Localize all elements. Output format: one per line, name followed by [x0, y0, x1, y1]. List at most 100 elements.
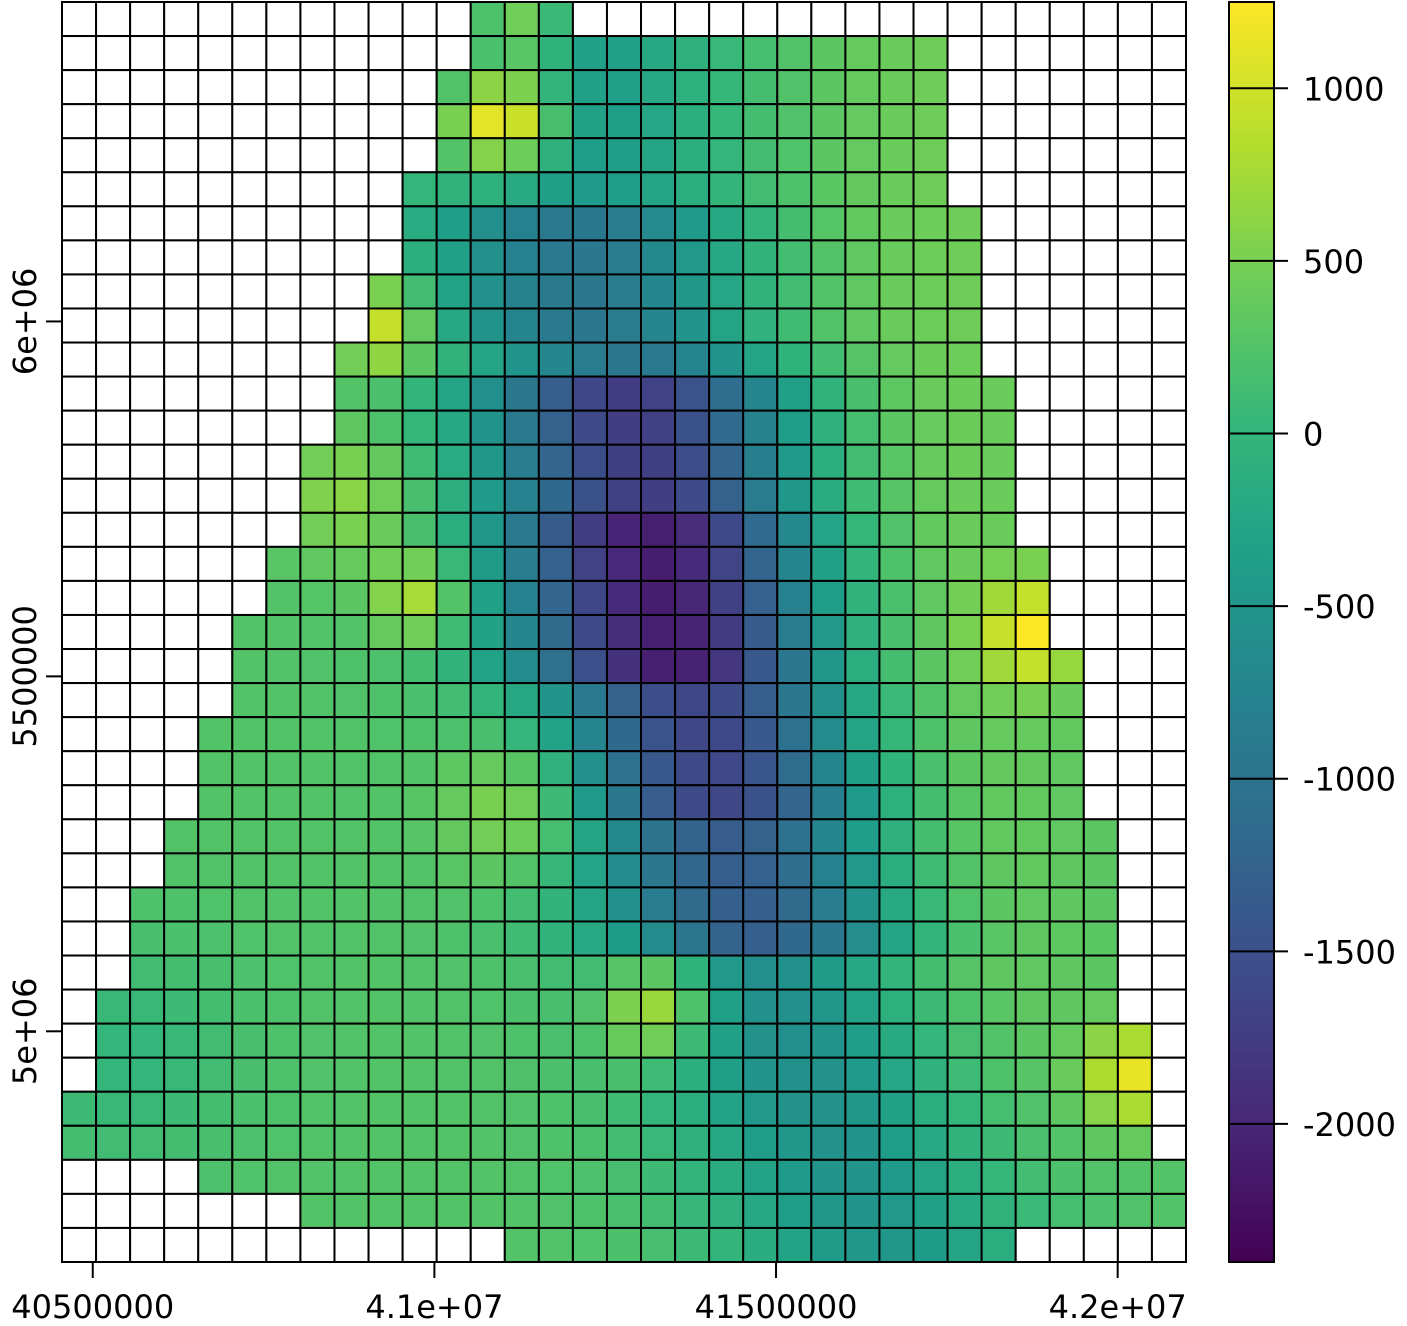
heatmap-cell [708, 239, 745, 276]
heatmap-cell [605, 682, 643, 719]
heatmap-cell [537, 886, 574, 923]
heatmap-cell [1014, 852, 1051, 889]
empty-cell [163, 511, 200, 548]
empty-cell [231, 171, 268, 208]
heatmap-cell [299, 954, 336, 991]
heatmap-cell [231, 954, 268, 991]
heatmap-cell [640, 103, 677, 140]
heatmap-cell [980, 477, 1017, 514]
empty-cell [1150, 137, 1187, 174]
heatmap-cell [674, 375, 711, 412]
heatmap-cell [742, 69, 779, 106]
empty-cell [129, 682, 166, 719]
empty-cell [95, 648, 132, 685]
heatmap-cell [980, 682, 1017, 719]
heatmap-cell [640, 35, 677, 72]
empty-cell [61, 171, 98, 208]
heatmap-cell [640, 852, 677, 889]
heatmap-cell [708, 103, 745, 140]
heatmap-cell [980, 409, 1017, 446]
heatmap-cell [435, 886, 472, 923]
heatmap-cell [333, 818, 370, 855]
empty-cell [61, 477, 98, 514]
empty-cell [1116, 920, 1153, 957]
heatmap-cell [776, 1124, 813, 1161]
empty-cell [1150, 171, 1187, 208]
empty-cell [1014, 1, 1051, 38]
heatmap-cell [333, 1056, 370, 1093]
empty-cell [435, 1, 472, 38]
heatmap-cell [844, 852, 881, 889]
empty-cell [163, 205, 200, 242]
heatmap-cell [980, 1022, 1017, 1059]
empty-cell [1048, 579, 1085, 616]
heatmap-cell [708, 954, 745, 991]
heatmap-cell [742, 750, 779, 787]
empty-cell [299, 409, 336, 446]
empty-cell [674, 1, 711, 38]
heatmap-cell [742, 1022, 779, 1059]
empty-cell [1150, 1056, 1187, 1093]
heatmap-cell [776, 920, 813, 957]
heatmap-cell [674, 1158, 711, 1195]
empty-cell [1014, 409, 1051, 446]
heatmap-cell [1048, 818, 1085, 855]
heatmap-cell [1082, 1124, 1119, 1161]
empty-cell [1082, 682, 1119, 719]
empty-cell [163, 716, 200, 753]
empty-cell [197, 648, 234, 685]
empty-cell [299, 171, 336, 208]
empty-cell [299, 239, 336, 276]
heatmap-cell [946, 648, 983, 685]
empty-cell [61, 818, 98, 855]
empty-cell [129, 511, 166, 548]
heatmap-cell [537, 750, 574, 787]
heatmap-cell [878, 103, 915, 140]
heatmap-cell [674, 205, 711, 242]
empty-cell [231, 1, 268, 38]
heatmap-cell [163, 988, 200, 1025]
heatmap-cell [946, 1022, 983, 1059]
heatmap-cell [810, 1226, 847, 1263]
heatmap-cell [1048, 1022, 1085, 1059]
empty-cell [265, 171, 302, 208]
empty-cell [95, 239, 132, 276]
empty-cell [197, 579, 234, 616]
empty-cell [1150, 1090, 1187, 1127]
heatmap-cell [605, 886, 643, 923]
empty-cell [61, 682, 98, 719]
heatmap-cell [435, 1090, 472, 1127]
empty-cell [1082, 511, 1119, 548]
heatmap-cell [333, 1022, 370, 1059]
heatmap-cell [742, 409, 779, 446]
empty-cell [1048, 375, 1085, 412]
empty-cell [333, 1226, 370, 1263]
heatmap-cell [537, 1, 574, 38]
heatmap-cell [980, 988, 1017, 1025]
heatmap-cell [810, 171, 847, 208]
heatmap-cell [946, 920, 983, 957]
heatmap-cell [571, 784, 608, 821]
heatmap-cell [197, 784, 234, 821]
heatmap-cell [435, 511, 472, 548]
heatmap-cell [844, 648, 881, 685]
empty-cell [197, 1192, 234, 1229]
heatmap-cell [401, 750, 438, 787]
heatmap-cell [878, 1226, 915, 1263]
heatmap-cell [367, 511, 404, 548]
heatmap-cell [503, 579, 540, 616]
empty-cell [61, 1056, 98, 1093]
heatmap-cell [640, 205, 677, 242]
heatmap-cell [469, 35, 506, 72]
heatmap-cell [605, 375, 643, 412]
empty-cell [95, 818, 132, 855]
heatmap-cell [946, 1192, 983, 1229]
heatmap-cell [912, 307, 949, 344]
empty-cell [1082, 648, 1119, 685]
heatmap-cell [537, 920, 574, 957]
heatmap-cell [197, 1022, 234, 1059]
heatmap-cell [674, 613, 711, 651]
empty-cell [61, 784, 98, 821]
heatmap-cell [844, 69, 881, 106]
heatmap-cell [333, 579, 370, 616]
